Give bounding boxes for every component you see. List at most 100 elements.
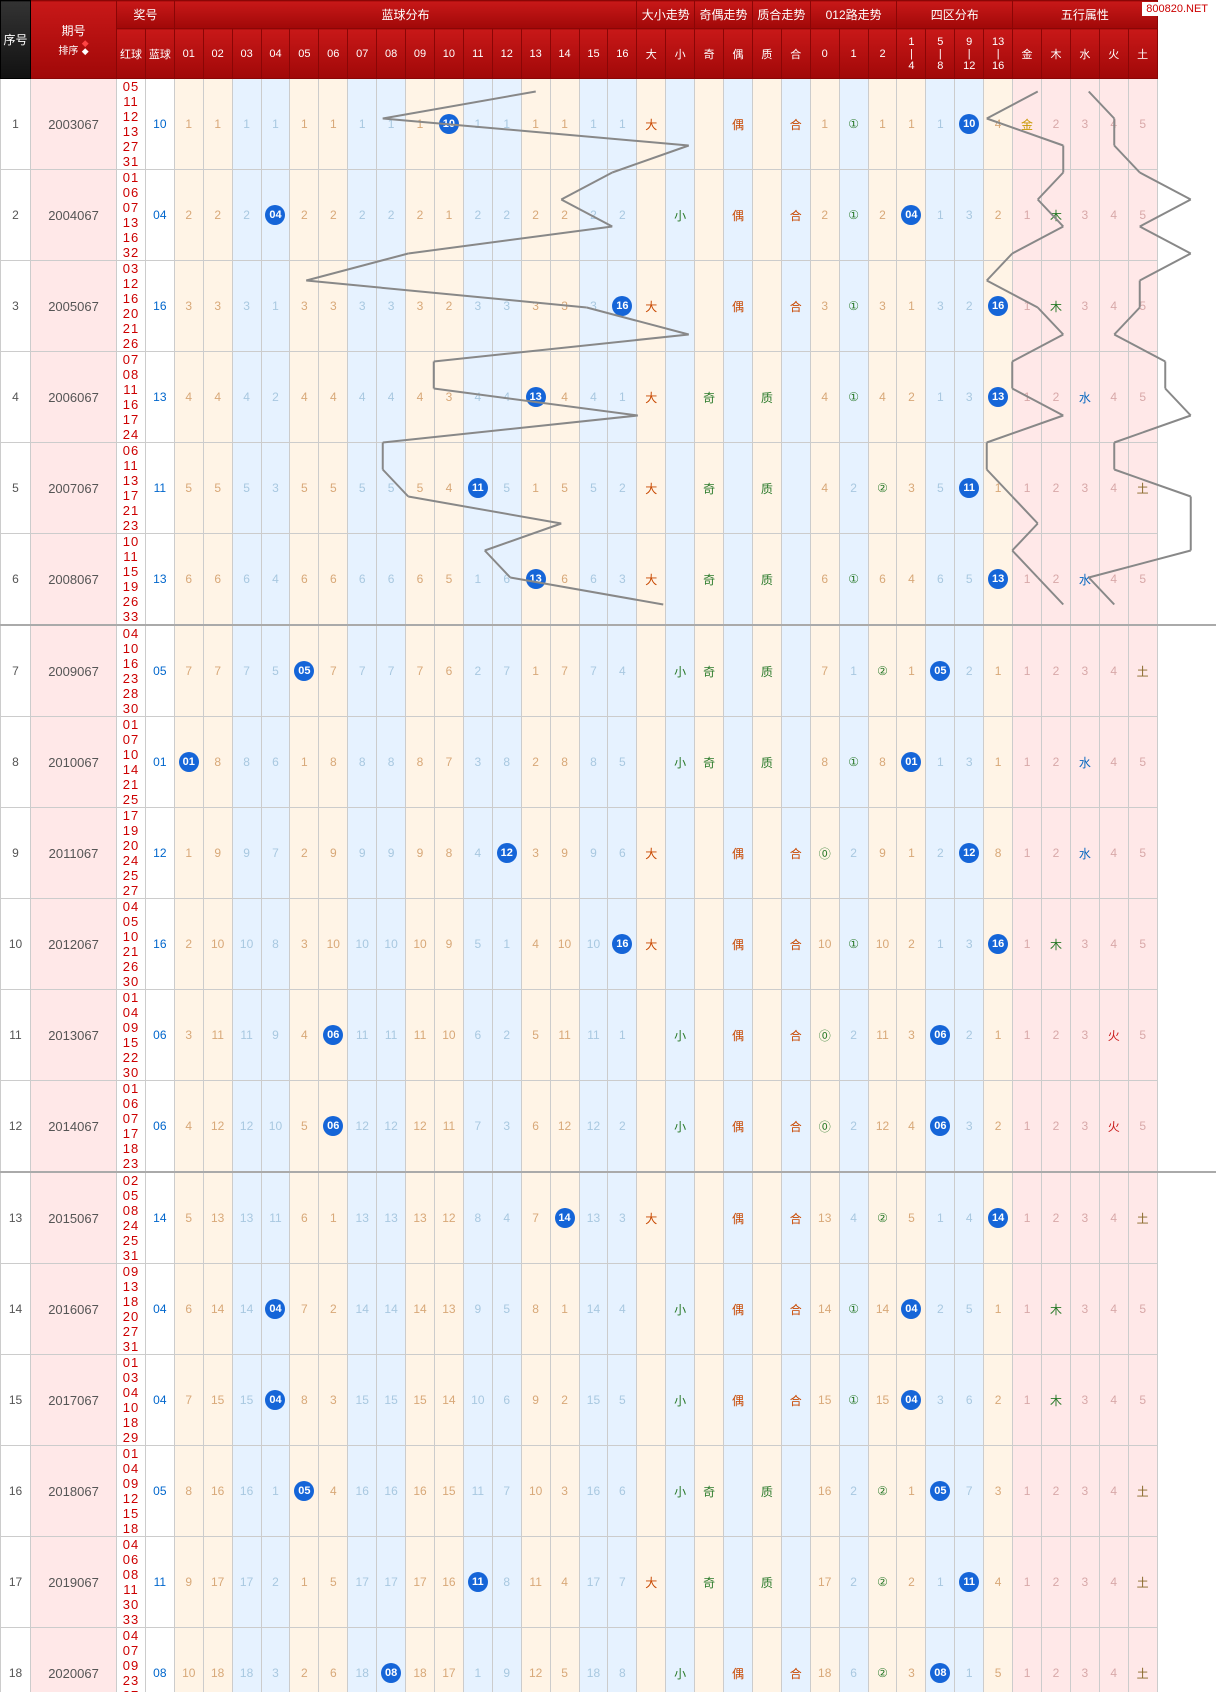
cell-dist: 1	[608, 79, 637, 170]
cell-dist: 11	[406, 990, 435, 1081]
cell-wx: 5	[1128, 1081, 1157, 1173]
cell-xiao: 小	[666, 1264, 695, 1355]
cell-dist: 8	[319, 717, 348, 808]
cell-dist: 6	[406, 534, 435, 626]
cell-dist: 16	[232, 1446, 261, 1537]
blue-ball-icon: 06	[323, 1025, 343, 1045]
main-table: 序号期号排序 ◆◆奖号蓝球分布大小走势奇偶走势质合走势012路走势四区分布五行属…	[0, 0, 1216, 1692]
cell-zone: 1	[984, 717, 1013, 808]
cell-zone: 5	[955, 534, 984, 626]
col-b14[interactable]: 14	[550, 29, 579, 79]
col-wx-土[interactable]: 土	[1128, 29, 1157, 79]
col-b11[interactable]: 11	[463, 29, 492, 79]
cell-dist: 3	[290, 261, 319, 352]
cell-period: 2018067	[31, 1446, 117, 1537]
col-b10[interactable]: 10	[434, 29, 463, 79]
col-jo-偶[interactable]: 偶	[724, 29, 753, 79]
zone-ball-icon: 05	[930, 661, 950, 681]
col-b08[interactable]: 08	[377, 29, 406, 79]
col-b05[interactable]: 05	[290, 29, 319, 79]
col-b03[interactable]: 03	[232, 29, 261, 79]
cell-da: 大	[637, 1537, 666, 1628]
col-wx-水[interactable]: 水	[1070, 29, 1099, 79]
col-r1[interactable]: 1	[839, 29, 868, 79]
col-b02[interactable]: 02	[203, 29, 232, 79]
col-b06[interactable]: 06	[319, 29, 348, 79]
cell-wx: 5	[1128, 352, 1157, 443]
cell-dist: 10	[406, 899, 435, 990]
cell-dist: 15	[434, 1446, 463, 1537]
col-b07[interactable]: 07	[348, 29, 377, 79]
cell-seq: 11	[1, 990, 31, 1081]
col-z0[interactable]: 1|4	[897, 29, 926, 79]
cell-route: 8	[810, 717, 839, 808]
cell-wx: 3	[1070, 1172, 1099, 1264]
cell-wx: 1	[1013, 899, 1042, 990]
col-b01[interactable]: 01	[174, 29, 203, 79]
cell-dist: 9	[521, 1355, 550, 1446]
col-r2[interactable]: 2	[868, 29, 897, 79]
cell-zone: 3	[955, 717, 984, 808]
cell-dist: 12	[406, 1081, 435, 1173]
col-dx-小[interactable]: 小	[666, 29, 695, 79]
col-b16[interactable]: 16	[608, 29, 637, 79]
col-b12[interactable]: 12	[492, 29, 521, 79]
col-z2[interactable]: 9|12	[955, 29, 984, 79]
cell-seq: 6	[1, 534, 31, 626]
cell-wx: 2	[1042, 79, 1071, 170]
cell-blue: 16	[145, 899, 174, 990]
col-dx-大[interactable]: 大	[637, 29, 666, 79]
cell-dist: 5	[608, 1355, 637, 1446]
cell-dist: 9	[579, 808, 608, 899]
cell-route: 7	[810, 625, 839, 717]
cell-dist: 11	[261, 1172, 290, 1264]
col-r0[interactable]: 0	[810, 29, 839, 79]
zone-ball-icon: 04	[901, 1390, 921, 1410]
cell-zone: 6	[926, 534, 955, 626]
blue-ball-icon: 10	[439, 114, 459, 134]
col-z3[interactable]: 13|16	[984, 29, 1013, 79]
cell-ji	[695, 170, 724, 261]
cell-dist: 14	[579, 1264, 608, 1355]
blue-ball-icon: 04	[265, 205, 285, 225]
col-wx-火[interactable]: 火	[1099, 29, 1128, 79]
cell-dist: 4	[608, 1264, 637, 1355]
col-b13[interactable]: 13	[521, 29, 550, 79]
cell-dist: 10	[463, 1355, 492, 1446]
col-jo-奇[interactable]: 奇	[695, 29, 724, 79]
cell-dist: 11	[348, 990, 377, 1081]
cell-dist: 14	[232, 1264, 261, 1355]
cell-dist: 8	[232, 717, 261, 808]
cell-wx: 土	[1128, 625, 1157, 717]
cell-route: 12	[868, 1081, 897, 1173]
cell-dist: 7	[261, 808, 290, 899]
col-z1[interactable]: 5|8	[926, 29, 955, 79]
cell-dist: 9	[377, 808, 406, 899]
cell-ji	[695, 261, 724, 352]
cell-seq: 16	[1, 1446, 31, 1537]
cell-wx: 5	[1128, 1355, 1157, 1446]
col-wx-木[interactable]: 木	[1042, 29, 1071, 79]
col-wx-金[interactable]: 金	[1013, 29, 1042, 79]
cell-dist: 13	[377, 1172, 406, 1264]
cell-route: 14	[868, 1264, 897, 1355]
col-period[interactable]: 期号排序 ◆◆	[31, 1, 117, 79]
cell-red: 04 10 16 23 28 30	[117, 625, 146, 717]
cell-dist: 6	[492, 1355, 521, 1446]
cell-dist: 4	[174, 352, 203, 443]
col-b04[interactable]: 04	[261, 29, 290, 79]
data-row: 5200706706 11 13 17 21 23115553555554115…	[1, 443, 1216, 534]
cell-dist: 3	[290, 899, 319, 990]
zone-ball-icon: 06	[930, 1116, 950, 1136]
cell-dist: 8	[348, 717, 377, 808]
col-zh-质[interactable]: 质	[752, 29, 781, 79]
cell-dist: 4	[348, 352, 377, 443]
col-zh-合[interactable]: 合	[781, 29, 810, 79]
cell-dist: 12	[348, 1081, 377, 1173]
cell-dist: 6	[319, 534, 348, 626]
cell-dist: 4	[434, 443, 463, 534]
col-b09[interactable]: 09	[406, 29, 435, 79]
cell-zone: 3	[897, 990, 926, 1081]
cell-dist: 9	[261, 990, 290, 1081]
col-b15[interactable]: 15	[579, 29, 608, 79]
